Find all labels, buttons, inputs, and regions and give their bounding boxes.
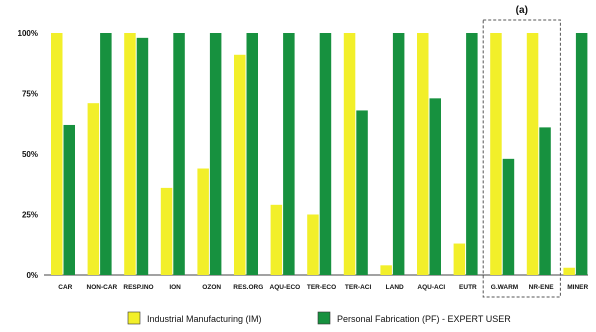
legend-swatch-pf (317, 311, 331, 325)
bar-im-ion (160, 187, 173, 275)
bar-pf-non-car (100, 33, 112, 275)
x-category-label: OZON (202, 284, 221, 291)
bar-im-aqu-aci (417, 33, 429, 275)
bar-im-miner (563, 267, 575, 275)
bar-pf-resp-ino (136, 37, 149, 276)
x-axis-category-labels: CAR NON-CAR RESP.INO ION OZON RES.ORG AQU-ECO T… (58, 284, 588, 291)
bar-im-eutr (453, 243, 466, 275)
x-category-label: G.WARM (491, 284, 518, 291)
bar-pf-car (63, 124, 75, 276)
bar-pf-aqu-eco (283, 33, 295, 275)
bar-im-aqu-eco (270, 204, 283, 275)
highlight-dashed-box (482, 19, 561, 298)
legend-label-im: Industrial Manufacturing (IM) (147, 314, 262, 324)
y-tick-label: 25% (22, 211, 38, 220)
bar-pf-eutr (466, 33, 478, 275)
bar-pf-ion (173, 33, 185, 275)
bar-pf-nr-ene (539, 127, 551, 275)
bar-im-non-car (87, 103, 100, 276)
bar-pf-g-warm (502, 158, 515, 275)
bar-im-land (380, 265, 392, 275)
x-category-label: AQU-ECO (270, 284, 301, 291)
x-category-label: AQU-ACI (417, 284, 445, 291)
legend-label-pf: Personal Fabrication (PF) - EXPERT USER (337, 314, 511, 324)
bar-pf-land (392, 33, 405, 275)
x-category-label: TER-ECO (307, 284, 336, 291)
bar-im-ter-aci (343, 33, 356, 275)
annotation-group: (a) (482, 5, 561, 298)
bar-pf-ozon (209, 33, 222, 275)
x-category-label: ION (169, 284, 181, 291)
y-tick-label: 50% (22, 150, 38, 159)
x-category-label: RES.ORG (233, 284, 263, 291)
bar-im-car (51, 33, 63, 275)
bar-im-resp-ino (124, 33, 136, 275)
bar-pf-miner (575, 33, 588, 275)
bar-pf-aqu-aci (429, 98, 441, 275)
x-category-label: EUTR (459, 284, 477, 291)
legend-swatch-im (127, 311, 141, 325)
x-category-label: TER-ACI (345, 284, 372, 291)
bar-im-g-warm (490, 33, 502, 275)
x-category-label: NON-CAR (87, 284, 118, 291)
bar-pf-res-org (246, 33, 258, 275)
y-tick-label: 0% (26, 271, 38, 280)
y-tick-label: 100% (18, 29, 38, 38)
y-axis-ticks: 0% 25% 50% 75% 100% (18, 29, 38, 280)
bar-pf-ter-aci (356, 110, 368, 275)
bar-pf-ter-eco (319, 33, 332, 275)
bar-im-ozon (197, 168, 209, 275)
x-category-label: CAR (58, 284, 72, 291)
bar-im-nr-ene (526, 33, 539, 275)
x-category-label: NR-ENE (529, 284, 555, 291)
x-category-label: MINER (567, 284, 588, 291)
y-tick-label: 75% (22, 90, 38, 99)
annotation-label: (a) (516, 5, 528, 16)
x-category-label: RESP.INO (123, 284, 153, 291)
bar-group (51, 33, 588, 276)
bar-im-res-org (234, 54, 246, 275)
x-category-label: LAND (386, 284, 404, 291)
legend: Industrial Manufacturing (IM) Personal Fa… (127, 311, 511, 325)
bar-im-ter-eco (307, 214, 319, 275)
